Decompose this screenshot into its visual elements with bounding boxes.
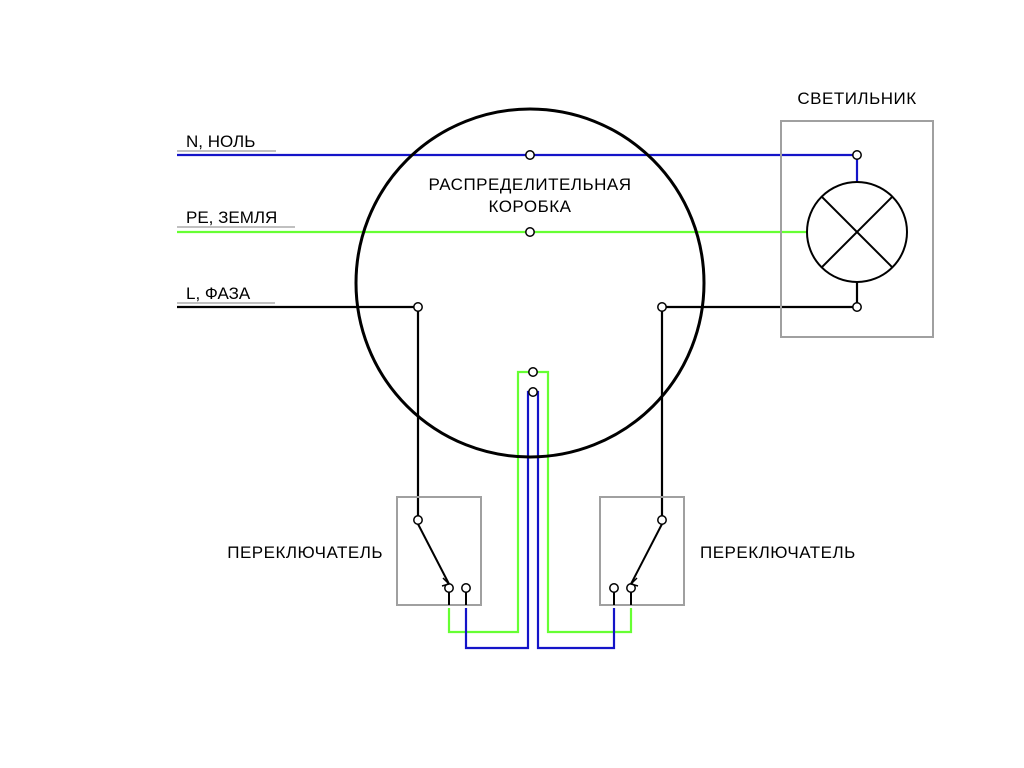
wire-phase-label: L, ФАЗА [186,284,251,303]
switch-left-label: ПЕРЕКЛЮЧАТЕЛЬ [227,543,383,562]
switch-left: ПЕРЕКЛЮЧАТЕЛЬ [227,497,481,605]
traveler-wires [449,372,631,648]
switch-right-label: ПЕРЕКЛЮЧАТЕЛЬ [700,543,856,562]
junction-box [356,109,704,457]
wire-neutral-label: N, НОЛЬ [186,132,255,151]
lamp-label: СВЕТИЛЬНИК [797,89,916,108]
junction-box-label-1: РАСПРЕДЕЛИТЕЛЬНАЯ [429,175,632,194]
switch-right: ПЕРЕКЛЮЧАТЕЛЬ [600,497,856,605]
wire-earth-label: PE, ЗЕМЛЯ [186,208,277,227]
wiring-diagram: N, НОЛЬ PE, ЗЕМЛЯ L, ФАЗА РАСПРЕДЕЛИТЕЛЬ… [0,0,1024,768]
junction-box-label-2: КОРОБКА [488,197,571,216]
